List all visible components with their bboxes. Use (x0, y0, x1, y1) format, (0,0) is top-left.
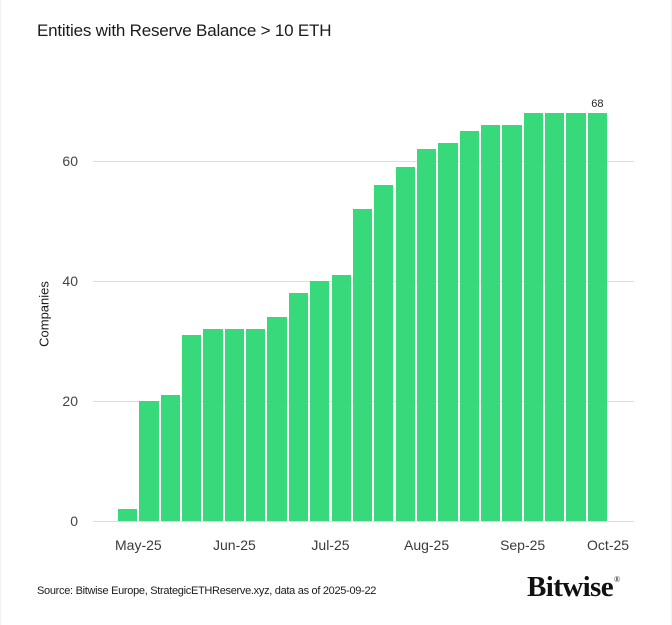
bar (480, 125, 501, 521)
x-tick-label: May-25 (115, 537, 162, 553)
x-tick-label: Aug-25 (403, 537, 450, 553)
gridline (93, 161, 634, 162)
bar (203, 329, 223, 521)
bar (459, 131, 479, 521)
x-tick-label: Jul-25 (311, 537, 350, 553)
bar (438, 143, 458, 521)
bar (118, 509, 138, 521)
bar (587, 113, 607, 521)
bar (246, 329, 266, 521)
bar (160, 395, 180, 521)
bar (352, 209, 373, 521)
x-tick-label: Oct-25 (587, 537, 630, 553)
gridline (93, 521, 634, 522)
bitwise-logo: Bitwise® (527, 571, 620, 604)
y-tick-label: 0 (70, 513, 78, 529)
bar (566, 113, 586, 521)
bar (545, 113, 565, 521)
bar (395, 167, 415, 521)
y-tick-label: 20 (62, 393, 78, 409)
logo-text: Bitwise (527, 571, 614, 603)
bar-value-label: 68 (591, 98, 604, 110)
bar (310, 281, 330, 521)
y-axis-label: Companies (36, 281, 52, 347)
bar (139, 401, 159, 521)
x-tick-label: Sep-25 (500, 537, 546, 553)
bar (416, 149, 437, 521)
bar (182, 335, 202, 521)
y-tick-label: 60 (62, 153, 78, 169)
x-tick-label: Jun-25 (213, 537, 256, 553)
registered-mark: ® (614, 575, 620, 584)
bar (331, 275, 351, 521)
bar (374, 185, 394, 521)
bar (502, 125, 522, 521)
source-note: Source: Bitwise Europe, StrategicETHRese… (37, 585, 377, 597)
bar (523, 113, 543, 521)
chart-title: Entities with Reserve Balance > 10 ETH (37, 21, 332, 40)
bar (288, 293, 309, 521)
y-tick-label: 40 (62, 273, 78, 289)
bar (224, 329, 245, 521)
bar (267, 317, 287, 521)
